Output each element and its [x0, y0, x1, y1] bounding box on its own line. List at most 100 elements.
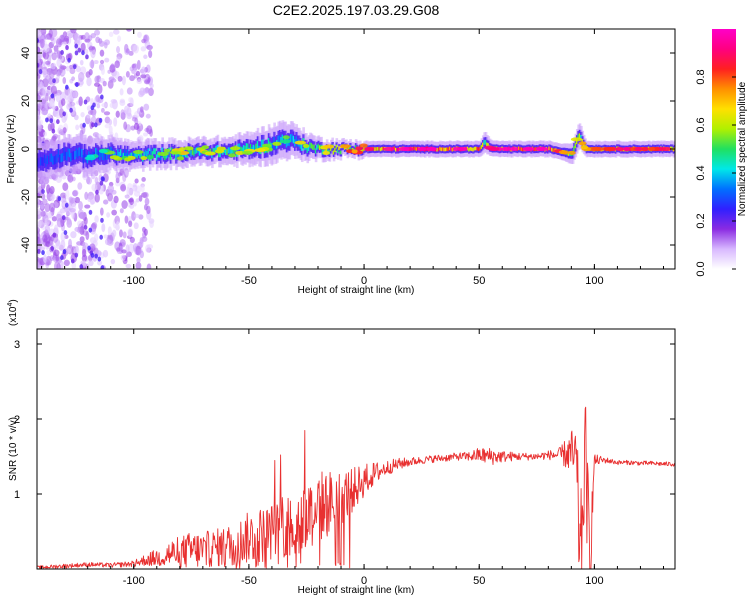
noise-cell: [42, 234, 48, 243]
noise-cell: [94, 253, 99, 259]
spectrogram-x-axis-label: Height of straight line (km): [298, 285, 415, 296]
ridge-hotspot: [215, 149, 223, 154]
noise-cell: [146, 125, 153, 135]
ridge-core: [96, 149, 100, 158]
snr-y-tick-label: 1: [14, 489, 20, 501]
snr-x-tick-label: -100: [123, 575, 145, 587]
ridge-core: [143, 151, 147, 158]
noise-cell: [60, 91, 66, 101]
snr-x-tick-label: 50: [473, 575, 485, 587]
noise-cell: [66, 247, 71, 253]
ridge-hotspot: [169, 150, 182, 155]
ridge-core: [267, 138, 271, 147]
noise-cell: [82, 122, 86, 128]
noise-cell: [53, 224, 59, 235]
ridge-core: [238, 143, 242, 151]
ridge-core: [182, 152, 185, 159]
noise-cell: [148, 50, 153, 59]
noise-cell: [53, 45, 59, 52]
ridge-hotspot: [417, 147, 427, 151]
noise-cell: [58, 129, 65, 136]
noise-cell: [129, 75, 135, 82]
ridge-hotspot: [98, 149, 108, 154]
noise-cell: [121, 249, 127, 254]
ridge-core: [332, 150, 336, 155]
ridge-core: [285, 139, 289, 148]
ridge-core: [481, 142, 485, 147]
colorbar-tick-label: 0.6: [695, 117, 707, 132]
noise-cell: [40, 211, 45, 217]
noise-cell: [143, 79, 151, 85]
ridge-core: [439, 146, 442, 151]
ridge-core: [447, 147, 451, 152]
ridge-core: [317, 143, 321, 149]
noise-cell: [82, 242, 89, 250]
noise-cell: [67, 57, 71, 63]
ridge-core: [68, 148, 72, 158]
ridge-core: [95, 148, 98, 157]
noise-cell: [120, 254, 126, 261]
colorbar-ticks: 0.0 0.2 0.4 0.6 0.8: [695, 69, 736, 277]
ridge-hotspot: [163, 148, 171, 153]
ridge-hotspot: [615, 147, 624, 151]
noise-cell: [69, 67, 76, 75]
noise-cell: [124, 194, 130, 199]
ridge-core: [549, 147, 553, 151]
ridge-core: [436, 147, 439, 152]
ridge-hotspot: [383, 147, 395, 151]
noise-cell: [69, 208, 76, 213]
ridge-hotspot: [578, 141, 587, 146]
noise-cell: [143, 204, 148, 211]
noise-cell: [91, 183, 98, 192]
noise-cell: [56, 119, 60, 125]
noise-cell: [49, 185, 55, 195]
noise-cell: [37, 208, 41, 215]
noise-cell: [148, 87, 154, 97]
ridge-core: [300, 144, 304, 151]
noise-cell: [56, 50, 61, 59]
ridge-core: [38, 154, 41, 164]
noise-cell: [72, 64, 77, 70]
noise-cell: [70, 29, 77, 34]
ridge-core: [517, 146, 521, 151]
noise-cell: [133, 122, 140, 131]
noise-cell: [127, 243, 135, 254]
noise-cell: [37, 38, 40, 44]
noise-cell: [136, 257, 141, 264]
ridge-core: [519, 146, 522, 151]
noise-cell: [75, 82, 79, 88]
ridge-core: [299, 141, 303, 149]
noise-cell: [45, 255, 52, 266]
noise-cell: [104, 123, 111, 129]
ridge-core: [169, 154, 173, 161]
ridge-core: [45, 158, 48, 167]
noise-cell: [126, 112, 133, 120]
ridge-core: [336, 149, 340, 154]
ridge-core: [215, 146, 218, 153]
ridge-core: [271, 141, 275, 151]
noise-cell: [116, 247, 121, 252]
noise-cell: [139, 239, 144, 248]
noise-cell: [70, 231, 77, 239]
ridge-core: [255, 143, 258, 152]
ridge-core: [309, 142, 312, 149]
ridge-core: [245, 143, 249, 151]
ridge-hotspot: [340, 144, 351, 149]
ridge-hotspot: [145, 155, 155, 160]
ridge-hotspot: [178, 147, 186, 152]
spectrogram-heatmap: [37, 29, 675, 269]
noise-cell: [88, 46, 95, 51]
ridge-core: [71, 151, 75, 161]
noise-cell: [98, 117, 103, 123]
noise-cell: [114, 60, 120, 69]
noise-cell: [50, 93, 55, 99]
spectrogram-y-ticks: -40 -20 0 20 40: [20, 47, 675, 253]
ridge-core: [443, 147, 446, 152]
ridge-hotspot: [452, 147, 459, 151]
noise-cell: [65, 189, 70, 200]
noise-cell: [99, 59, 105, 65]
noise-cell: [133, 213, 140, 218]
noise-cell: [73, 114, 79, 121]
noise-cell: [41, 193, 46, 200]
ridge-hotspot: [359, 143, 368, 148]
